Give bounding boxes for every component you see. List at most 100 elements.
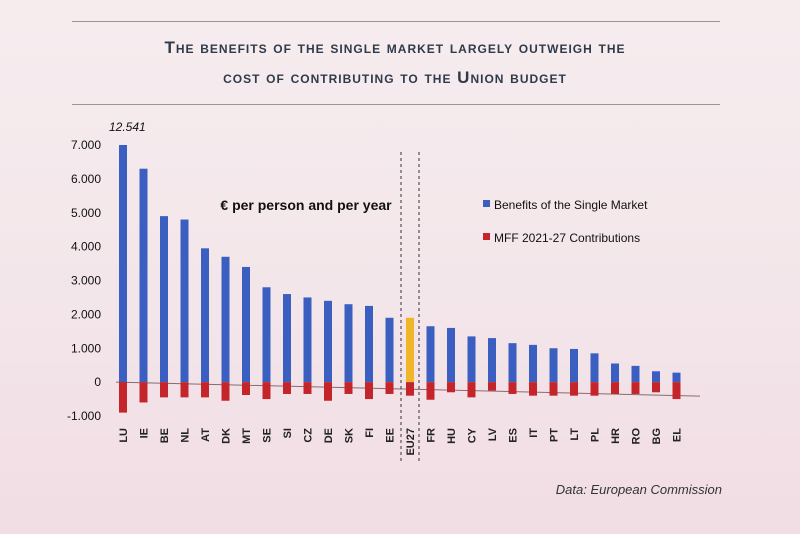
y-tick-label: 4.000 — [71, 240, 101, 254]
y-tick-label: 1.000 — [71, 341, 101, 355]
bar-contributions-cy — [467, 382, 476, 398]
bar-contributions-se — [262, 382, 271, 400]
bar-contributions-si — [283, 382, 291, 394]
x-tick-label-lv: LV — [487, 427, 499, 441]
bar-contributions-eu27 — [406, 382, 414, 396]
legend-swatch-benefits — [483, 200, 490, 207]
y-tick-label: 3.000 — [71, 274, 101, 288]
chart-title-line2: cost of contributing to the Union budget — [223, 68, 567, 87]
top-rule — [72, 21, 720, 22]
legend-label-contributions: MFF 2021-27 Contributions — [494, 231, 640, 245]
x-tick-label-dk: DK — [221, 428, 233, 444]
x-tick-label-it: IT — [528, 428, 540, 438]
bar-benefits-se — [262, 287, 271, 383]
legend-label-benefits: Benefits of the Single Market — [494, 198, 648, 212]
bar-benefits-nl — [180, 219, 189, 383]
bar-benefits-hr — [611, 363, 619, 383]
bar-benefits-eu27 — [406, 317, 414, 383]
bar-benefits-be — [160, 216, 168, 383]
bar-contributions-sk — [344, 382, 353, 394]
bar-benefits-es — [508, 343, 517, 383]
x-tick-label-bg: BG — [651, 428, 663, 445]
bar-contributions-dk — [221, 382, 230, 401]
y-tick-label: -1.000 — [67, 409, 101, 423]
bar-contributions-fr — [426, 382, 435, 400]
bar-contributions-de — [324, 382, 332, 401]
bar-contributions-mt — [242, 382, 250, 395]
bar-benefits-lt — [570, 348, 578, 383]
bar-contributions-ro — [631, 382, 640, 394]
x-tick-label-ro: RO — [631, 428, 643, 445]
bar-contributions-it — [529, 382, 537, 396]
y-tick-label: 0 — [94, 375, 101, 389]
y-tick-label: 6.000 — [71, 172, 101, 186]
bar-contributions-at — [201, 382, 209, 398]
bar-contributions-el — [672, 382, 681, 400]
bar-contributions-pl — [590, 382, 599, 396]
y-tick-label: 5.000 — [71, 206, 101, 220]
bar-contributions-hr — [611, 382, 619, 394]
bar-benefits-fi — [365, 305, 373, 383]
bar-benefits-ro — [631, 365, 640, 383]
bar-contributions-bg — [652, 382, 660, 393]
bar-benefits-it — [529, 344, 537, 383]
bar-contributions-hu — [447, 382, 455, 393]
x-tick-label-hu: HU — [446, 428, 458, 444]
bar-benefits-at — [201, 248, 209, 383]
x-tick-label-lu: LU — [118, 428, 130, 443]
x-tick-label-pl: PL — [590, 428, 602, 442]
x-tick-label-es: ES — [508, 428, 520, 443]
x-tick-label-mt: MT — [241, 428, 253, 444]
bar-contributions-be — [160, 382, 168, 398]
unit-label: € per person and per year — [220, 197, 392, 213]
bar-benefits-mt — [242, 266, 250, 383]
x-tick-label-nl: NL — [180, 428, 192, 443]
chart-title-line1: The benefits of the single market largel… — [164, 38, 626, 57]
x-tick-label-hr: HR — [610, 428, 622, 444]
title-rule — [72, 104, 720, 105]
bar-contributions-es — [508, 382, 517, 394]
x-tick-label-el: EL — [672, 428, 684, 442]
x-tick-label-fr: FR — [426, 428, 438, 443]
x-tick-label-ie: IE — [139, 428, 151, 438]
bar-contributions-lu — [119, 382, 127, 413]
annotation-lu-value: 12.541 — [109, 120, 146, 134]
bar-contributions-ee — [385, 382, 394, 394]
bar-benefits-bg — [652, 371, 660, 383]
x-tick-label-fi: FI — [364, 428, 376, 438]
legend-swatch-contributions — [483, 233, 490, 240]
x-tick-label-ee: EE — [385, 428, 397, 443]
bar-benefits-ie — [139, 168, 148, 383]
x-tick-label-de: DE — [323, 428, 335, 443]
bar-benefits-lv — [488, 338, 496, 383]
bar-benefits-fr — [426, 326, 435, 383]
x-tick-label-cy: CY — [467, 427, 479, 443]
x-tick-label-cz: CZ — [303, 428, 315, 443]
bar-benefits-cz — [303, 297, 312, 383]
x-axis-labels: LU IE BE NL AT DK MT SE SI CZ DE SK FI EE EU27 FR HU CY LV… — [118, 427, 684, 455]
x-tick-label-be: BE — [159, 428, 171, 443]
source-note: Data: European Commission — [555, 482, 722, 497]
bar-benefits-si — [283, 294, 291, 383]
x-tick-label-lt: LT — [569, 428, 581, 441]
bar-benefits-hu — [447, 327, 455, 383]
x-tick-label-eu27: EU27 — [405, 428, 417, 456]
bar-benefits-de — [324, 300, 332, 383]
bar-contributions-nl — [180, 382, 189, 398]
bar-contributions-lv — [488, 382, 496, 391]
x-tick-label-si: SI — [282, 428, 294, 438]
y-tick-label: 7.000 — [71, 138, 101, 152]
bar-benefits-pt — [549, 348, 558, 383]
legend: Benefits of the Single Market MFF 2021-2… — [483, 198, 648, 245]
bar-benefits-dk — [221, 256, 230, 383]
bar-contributions-ie — [139, 382, 148, 403]
bar-contributions-fi — [365, 382, 373, 400]
bar-contributions-lt — [570, 382, 578, 396]
bar-contributions-pt — [549, 382, 558, 396]
bar-contributions-cz — [303, 382, 312, 394]
x-tick-label-pt: PT — [549, 428, 561, 442]
bar-benefits-lu — [119, 145, 127, 383]
x-tick-label-sk: SK — [344, 428, 356, 443]
bar-benefits-cy — [467, 336, 476, 383]
